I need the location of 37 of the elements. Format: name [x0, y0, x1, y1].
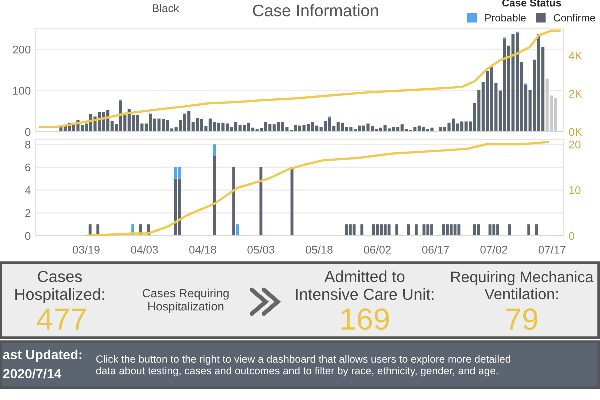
text: Admitted to Intensive Care Unit: [296, 270, 434, 300]
y-tick-label: 0 [25, 128, 31, 136]
chart-title: Case Information [253, 4, 378, 17]
x-tick-label: 07/17 [538, 246, 566, 254]
text: 79 [506, 308, 538, 330]
y-tick-label: 100 [13, 87, 31, 95]
text: Click the button to the right to view a dashboard that allows users to explore more detailed data about testing, cases and outcomes and to filter by race, ethnicity, gender, and age. [96, 355, 510, 377]
y-tick-label: 2 [26, 209, 31, 218]
x-tick-label: 05/18 [306, 246, 333, 254]
text: ast Updated: [3, 350, 82, 362]
legend-label: Confirme [554, 14, 596, 22]
y2-tick-label: 20 [569, 140, 581, 149]
y-tick-label: 0 [25, 232, 31, 240]
y-tick-label: 8 [25, 140, 31, 149]
x-tick-label: 06/17 [422, 246, 450, 254]
y2-tick-label: 2K [569, 90, 582, 98]
y2-tick-label: 0 [569, 232, 575, 240]
x-tick-label: 03/19 [73, 246, 100, 254]
legend-label: Probable [486, 14, 526, 22]
text: Cases Hospitalized: [16, 271, 104, 304]
y2-tick-label: 4K [569, 52, 582, 60]
text: 477 [37, 308, 86, 330]
x-tick-label: 04/03 [131, 246, 158, 254]
y-tick-label: 200 [13, 46, 31, 54]
text: 169 [342, 308, 390, 330]
y-tick-label: 4 [25, 186, 31, 194]
text: 2020/7/14 [3, 368, 62, 379]
x-tick-label: 07/02 [480, 246, 508, 254]
text: Cases Requiring Hospitalization [142, 288, 229, 314]
x-tick-label: 04/18 [189, 246, 216, 254]
x-tick-label: 05/03 [248, 246, 275, 254]
y2-tick-label: 10 [570, 186, 581, 194]
text: Requiring Mechanica Ventilation: [452, 271, 594, 300]
text: Black [153, 4, 180, 12]
y-tick-label: 6 [26, 164, 31, 172]
y2-tick-label: 0K [569, 128, 582, 136]
x-tick-label: 06/02 [364, 246, 391, 254]
